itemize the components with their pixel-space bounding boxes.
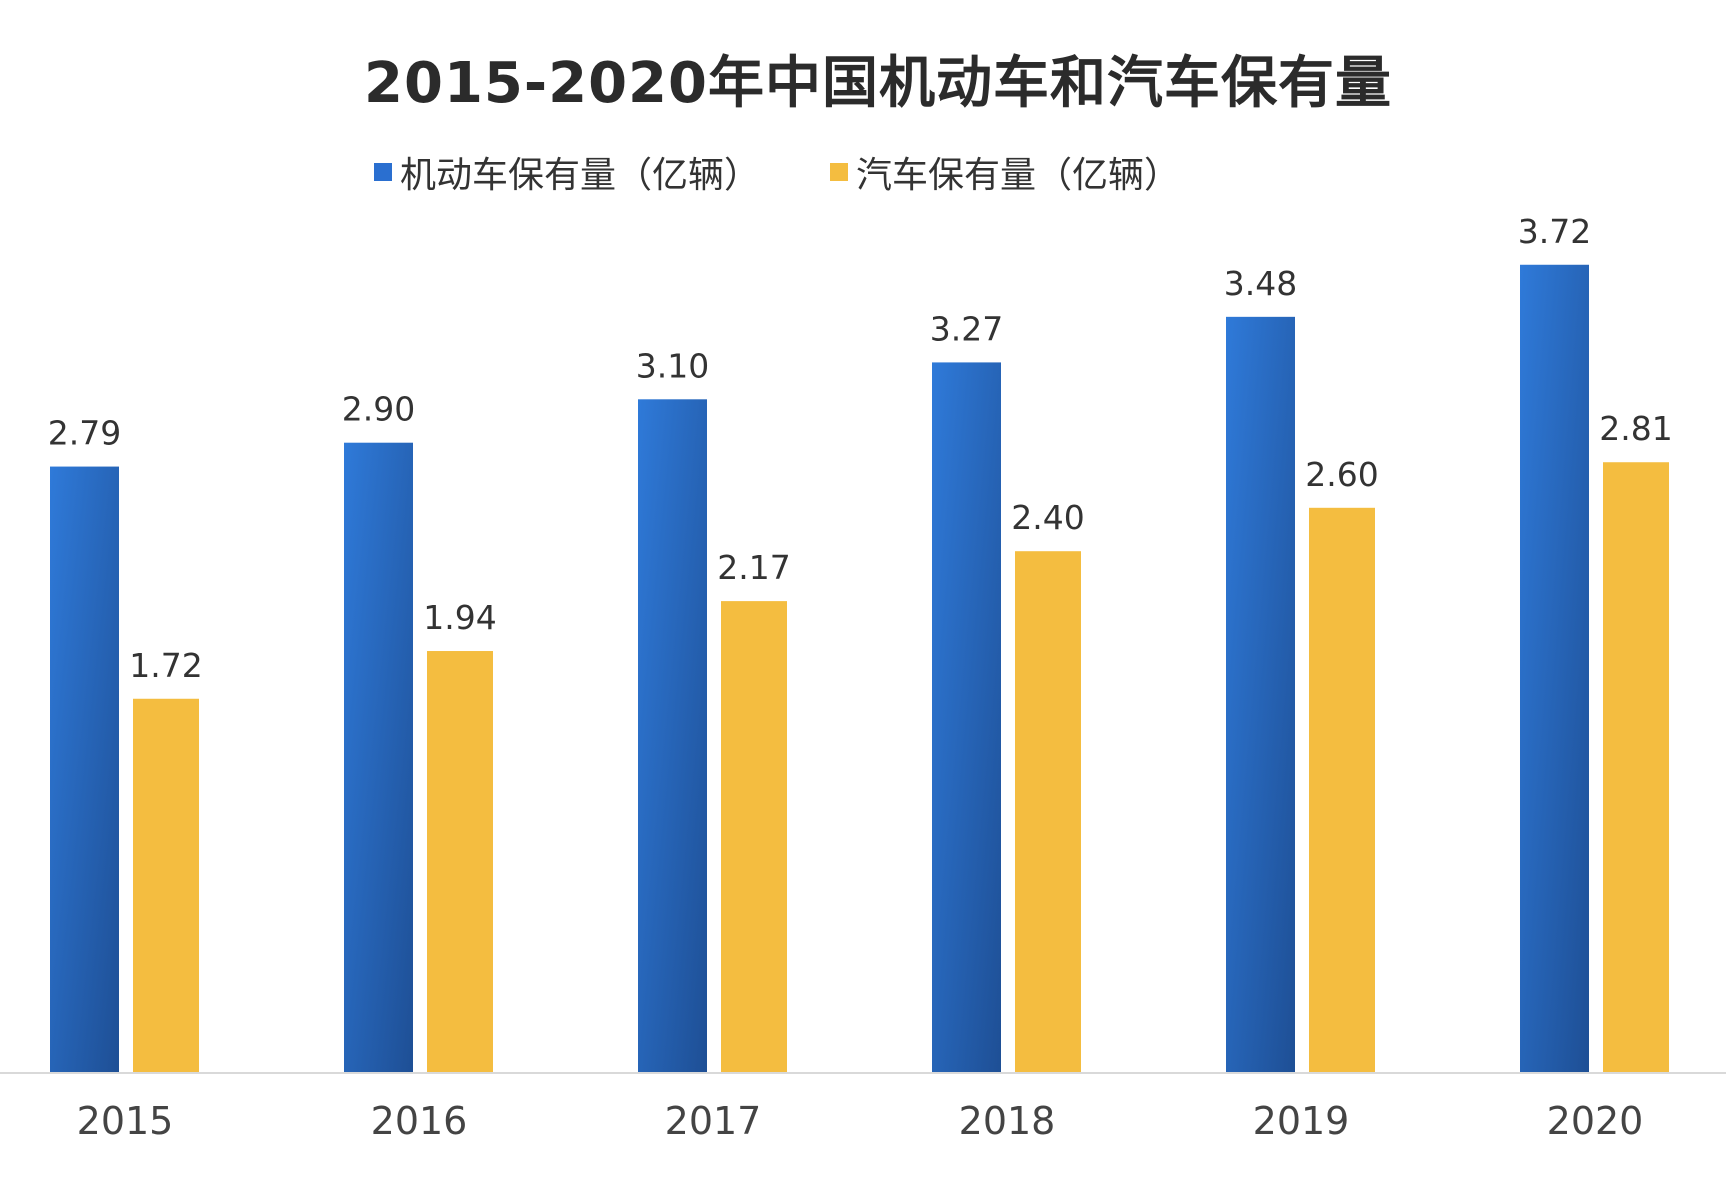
bar-cars-2020 [1603,462,1669,1073]
bar-cars-2016 [427,651,493,1072]
data-label: 3.48 [1224,264,1297,303]
bar-cars-2018 [1015,551,1081,1072]
data-label: 3.72 [1518,212,1591,251]
bar-cars-2017 [721,601,787,1072]
legend-swatch-blue [374,163,392,181]
data-label: 2.17 [717,548,790,587]
chart-title: 2015-2020年中国机动车和汽车保有量 [364,51,1392,116]
data-label: 2.79 [48,414,121,453]
bar-motor-vehicles-2017 [638,399,707,1072]
bar-cars-2015 [133,698,199,1072]
bar-motor-vehicles-2015 [50,466,119,1072]
legend-label: 汽车保有量（亿辆） [856,155,1181,196]
x-tick-label: 2018 [959,1099,1056,1143]
x-tick-label: 2020 [1547,1099,1644,1143]
data-label: 2.40 [1011,498,1084,537]
data-label: 2.90 [342,390,415,429]
bar-motor-vehicles-2016 [344,442,413,1072]
legend-swatch-yellow [830,163,849,181]
data-label: 1.72 [129,646,202,685]
legend: 机动车保有量（亿辆） 汽车保有量（亿辆） [374,146,1250,198]
x-tick-label: 2017 [665,1099,762,1143]
x-tick-label: 2019 [1253,1099,1350,1143]
data-label: 2.60 [1305,455,1378,494]
bar-motor-vehicles-2018 [932,362,1001,1072]
data-label: 3.10 [636,346,709,385]
legend-label: 机动车保有量（亿辆） [400,155,761,196]
x-tick-label: 2015 [77,1099,174,1143]
bar-cars-2019 [1309,507,1375,1072]
bar-motor-vehicles-2020 [1520,264,1589,1072]
data-label: 1.94 [423,598,496,637]
data-label: 2.81 [1599,409,1672,448]
legend-item-cars: 汽车保有量（亿辆） [830,146,1180,198]
bar-motor-vehicles-2019 [1226,316,1295,1073]
data-label: 3.27 [930,309,1003,348]
legend-item-motor-vehicles: 机动车保有量（亿辆） [374,146,760,198]
x-tick-label: 2016 [371,1099,468,1143]
